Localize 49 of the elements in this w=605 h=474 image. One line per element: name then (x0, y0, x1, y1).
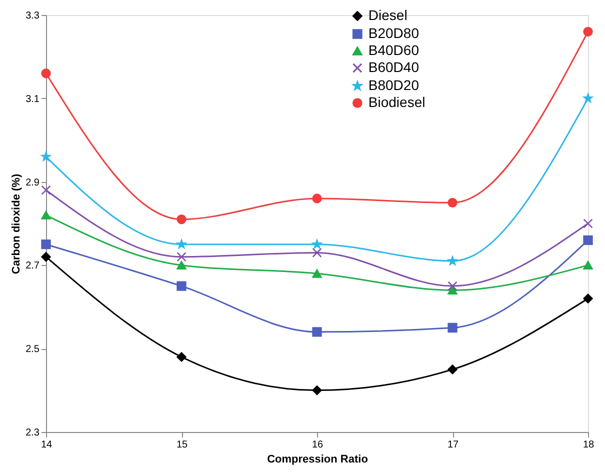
legend-label: B60D40 (368, 59, 420, 75)
point (448, 286, 458, 294)
legend-label: B20D80 (368, 25, 420, 41)
x-tick-label: 17 (447, 440, 459, 450)
point (41, 185, 51, 195)
y-tick-label: 2.9 (26, 177, 40, 188)
point (448, 281, 458, 291)
point (583, 218, 593, 228)
point (176, 240, 186, 248)
legend-label: Diesel (368, 7, 408, 23)
point (176, 214, 186, 224)
y-tick-label: 3.3 (26, 10, 40, 22)
point (312, 385, 322, 396)
point (176, 281, 186, 291)
y-tick-label: 2.7 (26, 260, 40, 272)
x-tick-label: 18 (582, 440, 594, 450)
point (41, 240, 51, 250)
y-tick-label: 3.1 (26, 94, 40, 105)
point (41, 68, 51, 78)
y-axis-title: Carbon dioxide (%) (10, 174, 23, 274)
point (176, 252, 186, 262)
point (448, 364, 458, 374)
point (448, 198, 458, 208)
point (583, 294, 593, 304)
point (312, 240, 322, 248)
point (312, 327, 322, 337)
point (41, 152, 51, 161)
point (583, 94, 593, 102)
legend-label: Biodiesel (368, 94, 426, 110)
point (583, 235, 593, 246)
legend-label: B40D60 (368, 42, 420, 58)
point (176, 352, 186, 362)
legend-label: B80D20 (368, 77, 420, 93)
point (448, 256, 458, 266)
point (176, 260, 186, 270)
y-tick-label: 2.5 (26, 344, 40, 356)
point (583, 26, 593, 37)
point (448, 322, 458, 333)
point (41, 210, 51, 220)
x-tick-label: 16 (312, 440, 324, 450)
point (312, 248, 322, 258)
point (312, 269, 322, 278)
point (41, 252, 51, 262)
x-tick-label: 15 (176, 440, 188, 450)
x-axis-title: Compression Ratio (267, 454, 368, 466)
x-tick-label: 14 (40, 440, 52, 450)
point (583, 260, 593, 270)
y-tick-label: 2.3 (26, 428, 40, 438)
point (312, 194, 322, 204)
